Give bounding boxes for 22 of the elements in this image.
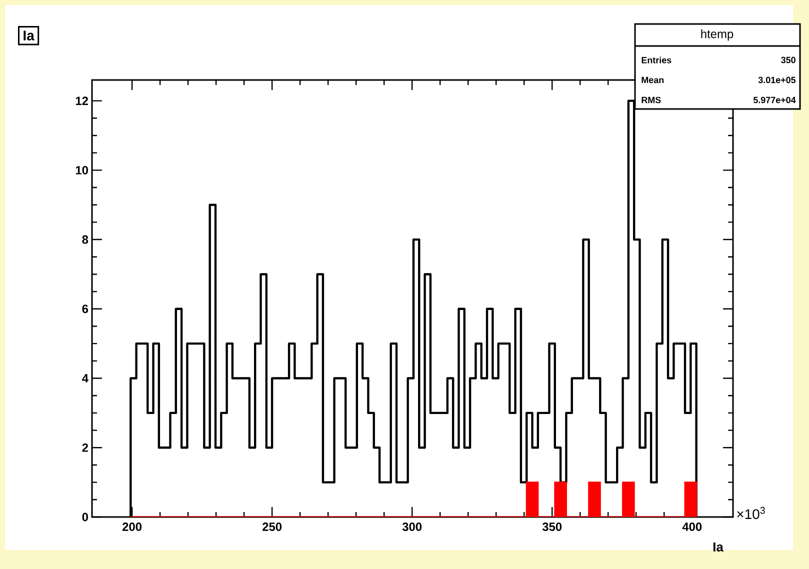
text: 350 [781,56,796,64]
annotation: RMS [642,96,661,104]
text: 5.977e+04 [753,96,796,104]
y-tick-label: 10 [76,166,88,174]
x-tick-label: 300 [402,522,422,531]
x-tick-label: 200 [122,522,142,531]
x-tick-label: 250 [262,522,282,531]
y-tick-label: 0 [82,512,88,522]
chart-title: Ia [24,30,34,40]
text: 3.01e+05 [758,76,796,84]
x-tick-label: 400 [682,522,702,531]
x-tick-label: 350 [542,522,562,531]
text: ×10$^{3}$ [737,506,765,520]
annotation: Mean [642,76,664,84]
x-axis-title: Ia [713,542,724,552]
y-tick-label: 2 [82,443,88,452]
text: htemp [701,29,734,41]
y-tick-label: 12 [76,96,88,105]
y-tick-label: 6 [82,304,88,314]
y-tick-label: 4 [82,374,88,382]
y-tick-label: 8 [82,235,88,244]
text: Entries [642,56,672,64]
